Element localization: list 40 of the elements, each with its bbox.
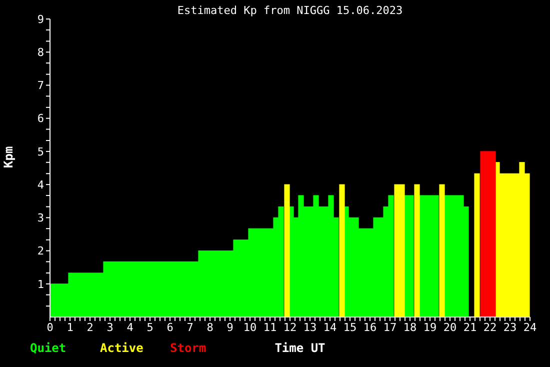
text: Active — [100, 341, 144, 355]
x-tick-label: 1 — [66, 320, 74, 334]
y-tick-label: 1 — [37, 278, 44, 291]
x-tick-label: 0 — [46, 320, 54, 334]
x-tick-label: 20 — [443, 320, 457, 334]
x-axis-title: Time UT — [274, 341, 326, 355]
y-tick-label: 8 — [37, 46, 44, 60]
x-tick-label: 13 — [303, 320, 317, 334]
x-tick-label: 21 — [463, 320, 477, 334]
x-tick-label: 15 — [343, 320, 357, 334]
x-tick-label: 8 — [206, 320, 214, 334]
y-tick-label: 3 — [37, 212, 44, 225]
x-tick-label: 5 — [146, 320, 154, 334]
y-tick-label: 9 — [37, 12, 44, 26]
x-tick-label: 10 — [243, 320, 257, 334]
x-tick-label: 3 — [106, 320, 114, 334]
text: Storm — [170, 341, 208, 355]
chart-title: Estimated Kp from NIGGG 15.06.2023 — [176, 4, 404, 17]
x-tick-label: 23 — [503, 320, 517, 334]
x-tick-label: 9 — [226, 320, 234, 334]
x-tick-label: 22 — [483, 320, 497, 334]
x-tick-label: 24 — [523, 320, 537, 334]
x-tick-label: 7 — [186, 320, 194, 334]
y-tick-label: 2 — [37, 244, 44, 258]
y-tick-label: 5 — [37, 145, 44, 158]
x-tick-label: 2 — [86, 320, 94, 334]
x-tick-label: 18 — [403, 320, 417, 334]
y-tick-label: 4 — [37, 178, 44, 192]
x-tick-label: 12 — [283, 320, 297, 334]
x-tick-label: 17 — [383, 320, 397, 334]
x-tick-label: 14 — [323, 320, 337, 334]
x-tick-label: 19 — [423, 320, 437, 334]
y-tick-label: 6 — [37, 112, 44, 126]
y-axis-title: Kpm — [1, 146, 16, 168]
y-tick-label: 7 — [37, 79, 44, 92]
x-tick-label: 11 — [263, 320, 277, 334]
x-tick-label: 4 — [126, 320, 134, 334]
x-tick-label: 6 — [166, 320, 174, 334]
x-tick-label: 16 — [363, 320, 377, 334]
series-label: Quiet — [30, 341, 68, 355]
